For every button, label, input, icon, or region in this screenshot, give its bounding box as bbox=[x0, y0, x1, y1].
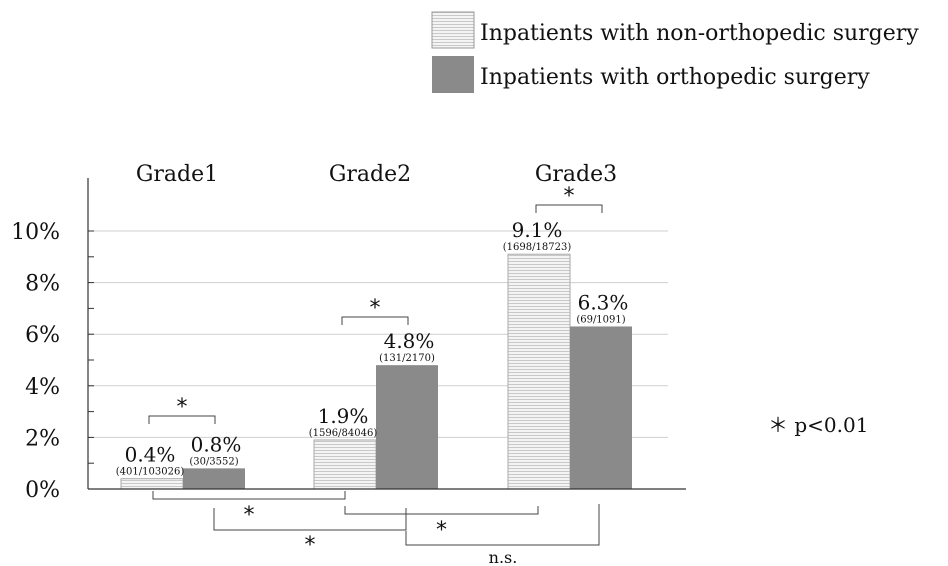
bar-non-orthopedic bbox=[507, 253, 571, 490]
legend-item-non-orthopedic: Inpatients with non-orthopedic surgery bbox=[431, 11, 919, 49]
significance-star: * bbox=[564, 184, 575, 209]
count-label: (1698/18723) bbox=[503, 242, 572, 253]
percent-label: 4.8% bbox=[384, 329, 435, 353]
between-grade-bracket bbox=[213, 508, 407, 531]
category-label: Grade1 bbox=[136, 162, 218, 187]
percent-label: 1.9% bbox=[318, 404, 369, 428]
legend-swatch-orthopedic bbox=[432, 56, 474, 93]
legend-swatch-non-orthopedic bbox=[431, 11, 475, 49]
y-tick-label: 2% bbox=[25, 426, 60, 451]
between-grade-bracket bbox=[344, 506, 539, 515]
significance-ns: n.s. bbox=[489, 548, 518, 566]
significance-star: * bbox=[244, 503, 255, 528]
y-tick-label: 6% bbox=[25, 323, 60, 348]
category-label: Grade3 bbox=[535, 162, 617, 187]
y-tick-label: 4% bbox=[25, 375, 60, 400]
within-grade-bracket bbox=[148, 415, 216, 424]
significance-star: * bbox=[177, 395, 188, 420]
count-label: (1596/84046) bbox=[309, 428, 378, 439]
percent-label: 0.8% bbox=[191, 432, 242, 456]
bar-orthopedic bbox=[570, 326, 632, 489]
category-labels: Grade1 Grade2 Grade3 bbox=[136, 162, 617, 187]
significance-star: * bbox=[370, 296, 381, 321]
count-label: (131/2170) bbox=[379, 353, 435, 364]
percent-label: 9.1% bbox=[512, 218, 563, 242]
bar-non-orthopedic bbox=[120, 478, 184, 490]
y-tick-label: 8% bbox=[25, 272, 60, 297]
category-label: Grade2 bbox=[329, 162, 411, 187]
bar-orthopedic bbox=[376, 365, 438, 489]
legend-label-orthopedic: Inpatients with orthopedic surgery bbox=[480, 65, 870, 90]
bars bbox=[120, 253, 632, 490]
count-label: (401/103026) bbox=[116, 467, 185, 478]
legend-label-non-orthopedic: Inpatients with non-orthopedic surgery bbox=[480, 21, 919, 46]
legend-item-orthopedic: Inpatients with orthopedic surgery bbox=[432, 56, 870, 93]
significance-star: * bbox=[436, 518, 447, 543]
between-grade-bracket bbox=[152, 491, 346, 500]
within-grade-bracket bbox=[535, 204, 603, 213]
percent-label: 6.3% bbox=[578, 290, 629, 314]
bar-orthopedic bbox=[183, 468, 245, 489]
y-tick-label: 0% bbox=[25, 478, 60, 503]
axes bbox=[87, 178, 686, 490]
y-tick-labels: 0% 2% 4% 6% 8% 10% bbox=[11, 220, 60, 503]
significance-markers: * * * * * * n.s. bbox=[148, 184, 603, 566]
legend: Inpatients with non-orthopedic surgery I… bbox=[431, 11, 919, 93]
p-value-note: ＊ p<0.01 bbox=[768, 413, 868, 437]
within-grade-bracket bbox=[341, 316, 409, 325]
between-grade-bracket bbox=[405, 504, 600, 546]
significance-star: * bbox=[305, 533, 316, 558]
count-label: (30/3552) bbox=[189, 456, 238, 467]
count-label: (69/1091) bbox=[576, 314, 625, 325]
data-labels: (401/103026)0.4% (1596/84046)1.9% (1698/18… bbox=[116, 218, 629, 477]
percent-label: 0.4% bbox=[125, 443, 176, 467]
bar-non-orthopedic bbox=[313, 439, 377, 490]
y-tick-label: 10% bbox=[11, 220, 60, 245]
